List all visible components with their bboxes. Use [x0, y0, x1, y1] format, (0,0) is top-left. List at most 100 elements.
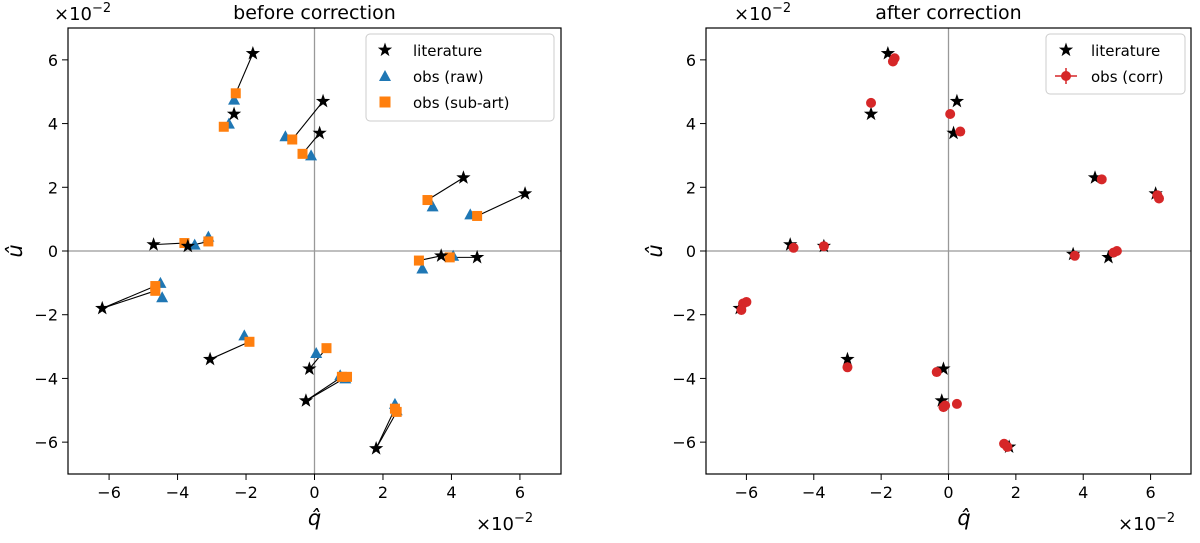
connection-line — [291, 100, 324, 140]
marker-literature-star — [946, 125, 961, 140]
marker-literature-star — [302, 361, 317, 375]
marker-literature-star — [456, 170, 471, 184]
marker-obs-corr-circle — [1002, 441, 1013, 452]
y-tick-label: 4 — [48, 115, 58, 134]
marker-obs-sub-art-square — [336, 371, 347, 382]
marker-obs-corr-circle — [736, 304, 747, 315]
x-tick-label: −6 — [97, 483, 121, 502]
y-scale-label: ×10−2 — [734, 1, 791, 25]
marker-literature-star — [863, 106, 879, 121]
legend-square-icon — [379, 96, 391, 108]
marker-obs-corr-circle — [931, 367, 942, 378]
legend-marker-literature — [377, 42, 393, 57]
x-tick-label: 2 — [378, 483, 388, 502]
marker-obs-corr-circle — [945, 109, 956, 120]
x-tick-label: 0 — [943, 483, 953, 502]
marker-literature-star — [1101, 249, 1116, 264]
marker-obs-raw-triangle — [416, 262, 429, 274]
marker-obs-sub-art-square — [203, 236, 214, 247]
marker-literature-star — [1087, 170, 1103, 184]
marker-literature-star — [226, 106, 242, 121]
legend: literature obs (raw) obs (sub-art) — [365, 33, 555, 122]
chart-before-correction: −6 −4 −2 0 2 4 6 −6 −4 −2 0 2 4 6 before correction ×… — [3, 1, 562, 535]
y-tick-label: 2 — [686, 178, 696, 197]
marker-obs-sub-art-square — [413, 255, 424, 266]
marker-literature-star — [245, 45, 261, 60]
y-tick-label: 6 — [48, 51, 58, 70]
marker-obs-corr-circle — [1154, 193, 1164, 204]
marker-literature-star — [783, 237, 798, 251]
marker-obs-corr-circle — [842, 362, 853, 373]
legend-marker-obs-sub-art — [379, 96, 391, 108]
y-axis-label: û — [3, 244, 27, 257]
marker-obs-sub-art-square — [342, 371, 353, 382]
legend-star-icon — [1058, 42, 1074, 57]
y-tick-label: 0 — [686, 242, 696, 261]
legend-box — [365, 33, 555, 122]
marker-literature-star — [180, 238, 195, 253]
x-axis-label: q̂ — [957, 506, 970, 530]
marker-literature-star — [936, 361, 951, 375]
marker-obs-corr-circle — [866, 97, 877, 108]
y-tick-label: 6 — [686, 51, 696, 70]
connection-line — [427, 177, 464, 201]
axis-ticks: −6 −4 −2 0 2 4 6 −6 −4 −2 0 2 4 6 — [672, 51, 1155, 502]
legend-label-obs-sub-art: obs (sub-art) — [413, 94, 509, 112]
connection-line — [153, 242, 185, 246]
y-tick-label: 4 — [686, 115, 696, 134]
marker-literature-star — [95, 300, 110, 315]
marker-literature-star — [934, 393, 949, 407]
x-tick-label: −2 — [234, 483, 258, 502]
marker-obs-sub-art-square — [150, 285, 161, 296]
x-tick-label: 4 — [1078, 483, 1088, 502]
marker-obs-raw-triangle — [305, 149, 318, 161]
marker-literature-star — [315, 93, 331, 108]
legend: literature obs (corr) — [1045, 33, 1186, 95]
y-scale-label: ×10−2 — [54, 1, 111, 25]
chart-after-correction: −6 −4 −2 0 2 4 6 −6 −4 −2 0 2 4 6 after correction ×1… — [643, 1, 1192, 535]
reference-lines — [68, 28, 561, 474]
marker-obs-sub-art-square — [297, 148, 308, 159]
x-axis-label: q̂ — [308, 506, 321, 530]
marker-obs-sub-art-square — [287, 134, 298, 145]
marker-obs-corr-circle — [1069, 250, 1080, 261]
marker-obs-sub-art-square — [391, 406, 402, 417]
marker-obs-raw-triangle — [228, 93, 241, 105]
x-tick-label: −4 — [166, 483, 190, 502]
data-marks — [95, 45, 533, 455]
marker-obs-corr-circle — [951, 398, 962, 409]
marker-literature-star — [880, 45, 896, 60]
marker-obs-raw-triangle — [156, 291, 169, 303]
marker-obs-raw-triangle — [426, 200, 439, 212]
connection-line — [209, 341, 250, 360]
marker-obs-sub-art-square — [230, 88, 241, 99]
marker-obs-sub-art-square — [444, 252, 455, 263]
chart-title: after correction — [875, 2, 1021, 24]
legend-marker-literature — [1058, 42, 1074, 57]
x-tick-label: 4 — [446, 483, 456, 502]
marker-literature-star — [298, 393, 314, 407]
connection-line — [375, 411, 398, 449]
connection-line — [102, 285, 156, 309]
legend-label-obs-corr: obs (corr) — [1091, 68, 1163, 86]
y-tick-label: −4 — [34, 369, 58, 388]
legend-label-literature: literature — [413, 42, 482, 60]
marker-literature-star — [434, 248, 449, 262]
legend-star-icon — [377, 42, 393, 57]
marker-obs-sub-art-square — [472, 210, 483, 221]
marker-obs-sub-art-square — [422, 195, 433, 206]
marker-literature-star — [202, 351, 218, 366]
marker-literature-star — [840, 351, 855, 366]
marker-obs-corr-circle — [741, 296, 752, 307]
marker-obs-sub-art-square — [218, 121, 229, 132]
connection-line — [476, 193, 526, 217]
marker-literature-star — [312, 125, 327, 140]
x-scale-label: ×10−2 — [476, 511, 533, 535]
legend-label-obs-raw: obs (raw) — [413, 68, 484, 86]
marker-literature-star — [146, 237, 161, 251]
marker-obs-corr-circle — [788, 242, 799, 253]
legend-triangle-icon — [379, 70, 391, 81]
legend-marker-obs-raw — [379, 70, 391, 81]
x-tick-label: 0 — [309, 483, 319, 502]
